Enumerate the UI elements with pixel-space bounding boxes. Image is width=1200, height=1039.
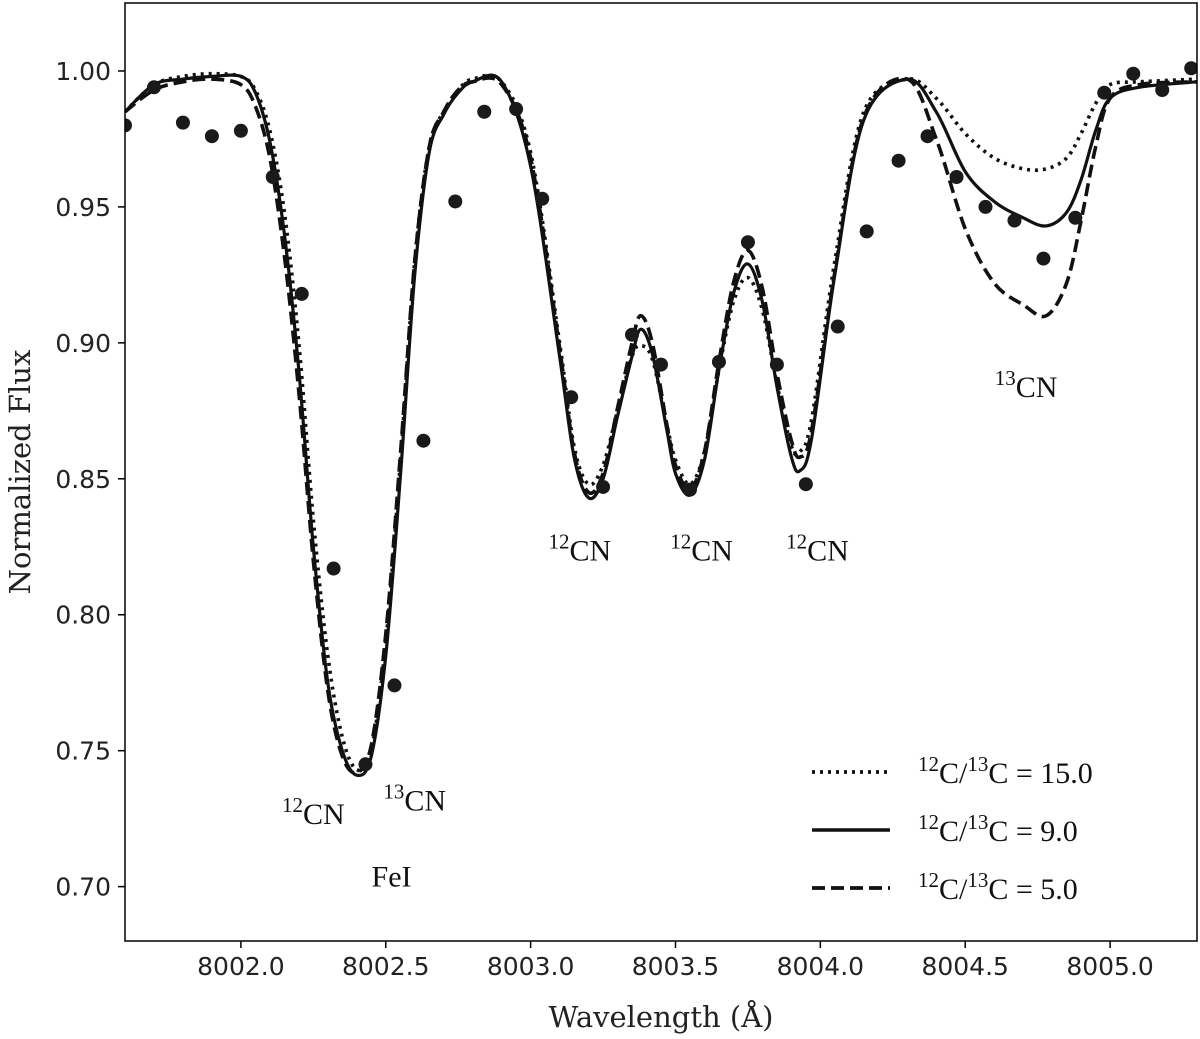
- legend-label: 12C/13C = 5.0: [918, 868, 1078, 906]
- data-point: [358, 757, 372, 771]
- data-point: [799, 477, 813, 491]
- series-line-dashed: [125, 78, 1197, 773]
- y-tick-label: 0.90: [55, 329, 111, 358]
- data-point: [266, 170, 280, 184]
- data-point: [950, 170, 964, 184]
- x-axis-label: Wavelength (Å): [549, 999, 774, 1034]
- data-point: [712, 355, 726, 369]
- data-point: [295, 287, 309, 301]
- line-annotation: 13CN: [995, 366, 1058, 404]
- y-tick-label: 0.95: [55, 193, 111, 222]
- data-point: [1007, 214, 1021, 228]
- data-point: [654, 358, 668, 372]
- legend-label: 12C/13C = 15.0: [918, 752, 1093, 790]
- plot-area: [125, 74, 1197, 776]
- series-line-solid: [125, 75, 1197, 775]
- data-point: [205, 129, 219, 143]
- data-point: [921, 129, 935, 143]
- data-point: [1036, 252, 1050, 266]
- y-tick-label: 0.80: [55, 601, 111, 630]
- data-point: [892, 154, 906, 168]
- line-annotation: FeI: [372, 861, 412, 894]
- data-point: [327, 562, 341, 576]
- data-point: [1068, 211, 1082, 225]
- legend: 12C/13C = 15.0 12C/13C = 9.0 12C/13C = 5.0: [812, 752, 1093, 906]
- y-tick-label: 0.75: [55, 737, 111, 766]
- x-tick-label: 8003.0: [487, 952, 574, 981]
- legend-label: 12C/13C = 9.0: [918, 810, 1078, 848]
- y-axis: 0.70 0.75 0.80 0.85 0.90 0.95 1.00: [55, 57, 125, 902]
- data-point: [147, 80, 161, 94]
- data-point: [625, 328, 639, 342]
- y-tick-label: 0.85: [55, 465, 111, 494]
- data-point: [831, 320, 845, 334]
- data-point: [387, 678, 401, 692]
- data-point: [1184, 61, 1198, 75]
- x-tick-label: 8003.5: [632, 952, 719, 981]
- data-point: [448, 194, 462, 208]
- data-point: [477, 105, 491, 119]
- data-point: [770, 358, 784, 372]
- x-tick-label: 8002.5: [342, 952, 429, 981]
- x-tick-label: 8004.0: [777, 952, 864, 981]
- line-annotation: 12CN: [282, 793, 345, 831]
- y-tick-label: 1.00: [55, 57, 111, 86]
- line-annotation: 12CN: [670, 529, 733, 567]
- line-annotation: 12CN: [549, 529, 612, 567]
- data-point: [176, 116, 190, 130]
- series-line-dotted: [125, 74, 1197, 771]
- data-point: [741, 235, 755, 249]
- data-point: [416, 434, 430, 448]
- data-point: [596, 480, 610, 494]
- data-point: [1097, 86, 1111, 100]
- data-points: [118, 61, 1198, 771]
- data-point: [535, 192, 549, 206]
- y-axis-label: Normalized Flux: [3, 350, 37, 595]
- data-point: [1126, 67, 1140, 81]
- data-point: [978, 200, 992, 214]
- y-tick-label: 0.70: [55, 873, 111, 902]
- x-tick-label: 8002.0: [197, 952, 284, 981]
- data-point: [860, 224, 874, 238]
- data-point: [564, 390, 578, 404]
- x-axis: 8002.0 8002.5 8003.0 8003.5 8004.0 8004.5 8005…: [197, 941, 1154, 981]
- x-tick-label: 8005.0: [1066, 952, 1153, 981]
- line-annotation: 12CN: [786, 529, 849, 567]
- x-tick-label: 8004.5: [921, 952, 1008, 981]
- line-annotation: 13CN: [383, 779, 446, 817]
- data-point: [234, 124, 248, 138]
- data-point: [683, 483, 697, 497]
- data-point: [1155, 83, 1169, 97]
- data-point: [509, 102, 523, 116]
